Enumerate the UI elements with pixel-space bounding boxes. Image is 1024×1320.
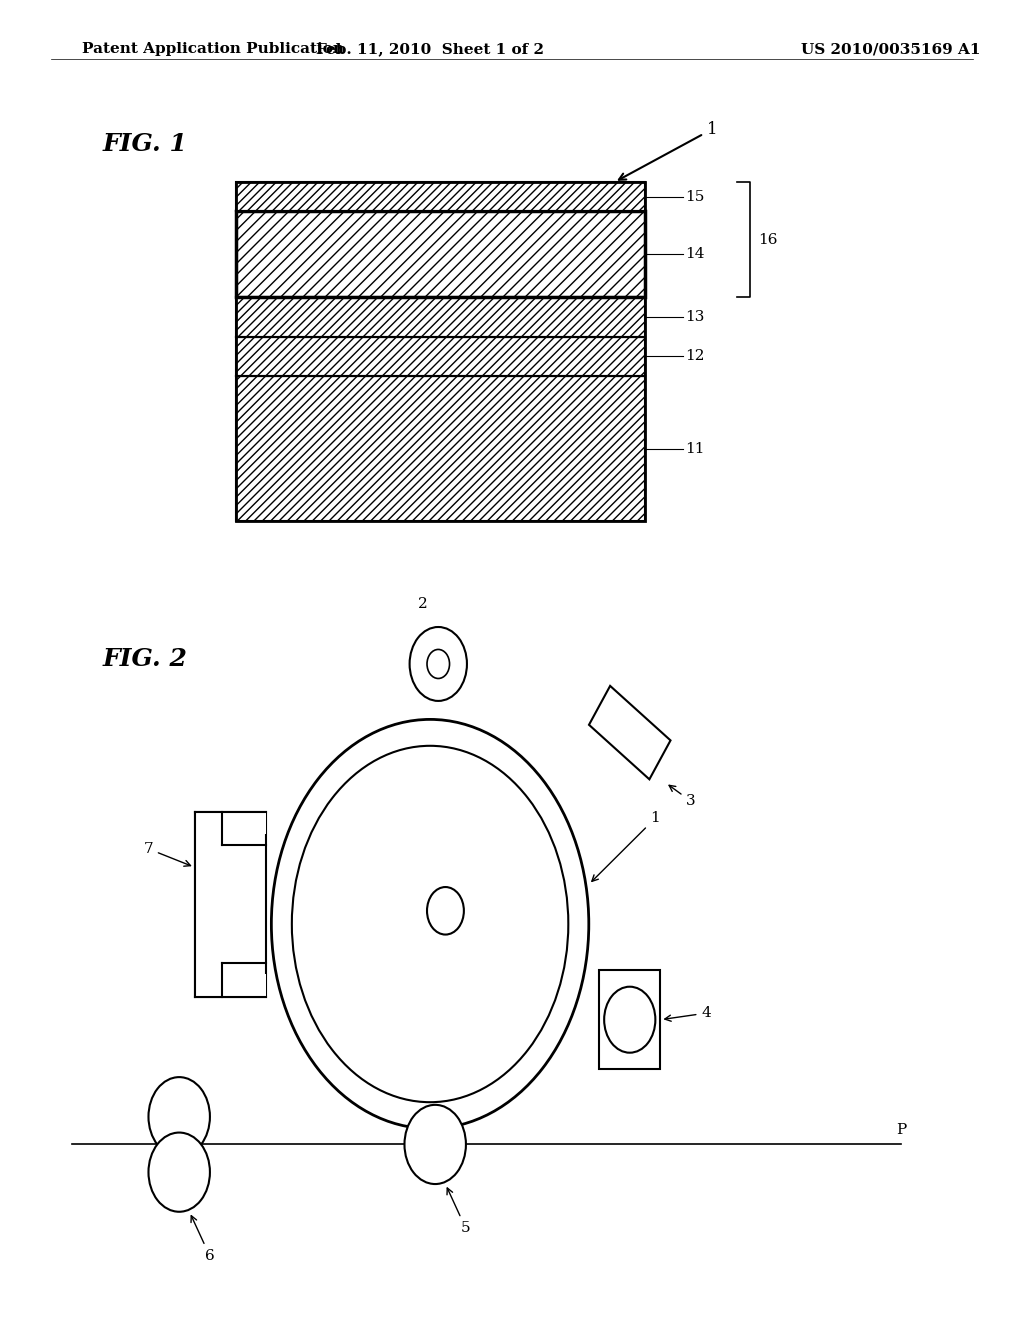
Text: 2: 2	[418, 597, 428, 611]
Text: 1: 1	[618, 121, 717, 180]
Circle shape	[410, 627, 467, 701]
Text: 6: 6	[191, 1216, 215, 1263]
Text: 3: 3	[669, 785, 695, 808]
Text: 11: 11	[685, 442, 705, 455]
Bar	[195, 812, 266, 997]
Text: 7: 7	[143, 842, 190, 866]
Text: US 2010/0035169 A1: US 2010/0035169 A1	[801, 42, 981, 57]
Circle shape	[148, 1077, 210, 1156]
Bar	[195, 812, 222, 997]
Circle shape	[604, 987, 655, 1053]
Bar	[195, 812, 266, 834]
Text: 12: 12	[685, 350, 705, 363]
Bar	[236, 182, 645, 521]
Text: Patent Application Publication: Patent Application Publication	[82, 42, 344, 57]
Circle shape	[292, 746, 568, 1102]
Circle shape	[404, 1105, 466, 1184]
Bar	[589, 686, 671, 779]
Circle shape	[427, 649, 450, 678]
Text: 4: 4	[665, 1006, 712, 1022]
Text: 16: 16	[758, 232, 777, 247]
Bar	[236, 337, 645, 376]
Text: P: P	[896, 1122, 906, 1137]
Text: 5: 5	[447, 1188, 470, 1236]
Text: FIG. 2: FIG. 2	[102, 647, 187, 671]
Bar	[195, 974, 266, 997]
Circle shape	[148, 1133, 210, 1212]
Bar	[236, 211, 645, 297]
Bar	[236, 182, 645, 211]
Text: 9: 9	[467, 871, 512, 908]
Circle shape	[271, 719, 589, 1129]
Bar	[219, 826, 262, 982]
Text: 15: 15	[685, 190, 705, 203]
Bar	[599, 970, 660, 1069]
Text: 13: 13	[685, 310, 705, 323]
Text: 14: 14	[685, 247, 705, 261]
Bar	[236, 297, 645, 337]
Text: 1: 1	[592, 812, 660, 882]
Circle shape	[427, 887, 464, 935]
Text: FIG. 1: FIG. 1	[102, 132, 187, 156]
Bar	[236, 376, 645, 521]
Text: Feb. 11, 2010  Sheet 1 of 2: Feb. 11, 2010 Sheet 1 of 2	[316, 42, 544, 57]
